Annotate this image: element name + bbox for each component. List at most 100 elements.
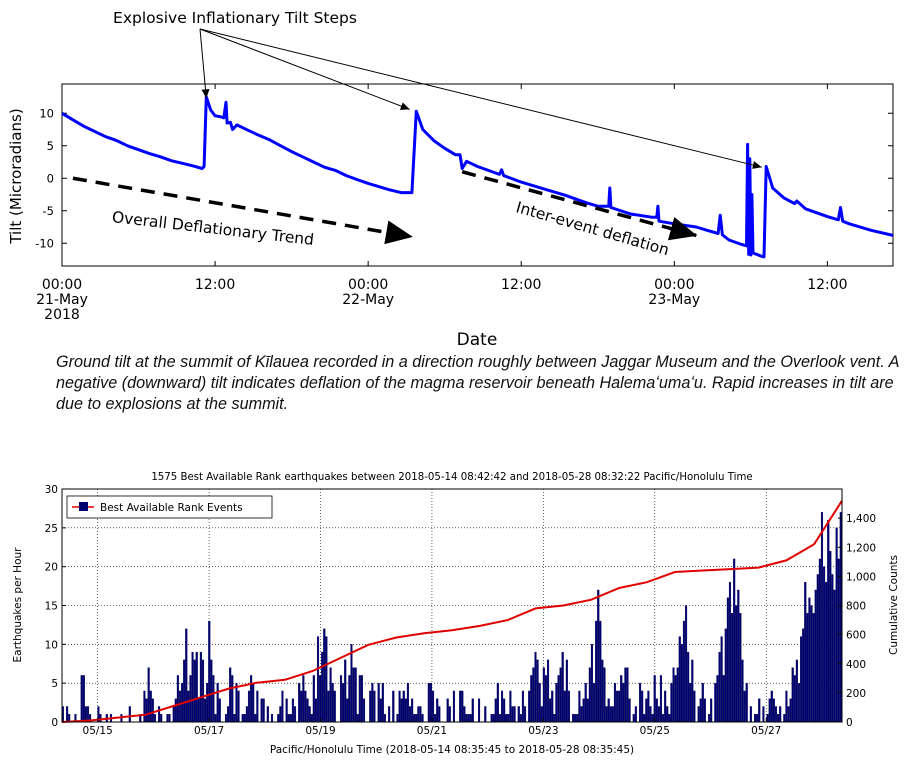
bar xyxy=(837,558,840,723)
bar xyxy=(277,714,280,723)
bar xyxy=(649,706,652,723)
bar xyxy=(668,714,671,723)
bar xyxy=(699,698,702,723)
bar xyxy=(193,659,196,723)
bar xyxy=(260,698,263,723)
bar xyxy=(739,613,742,723)
bar xyxy=(327,690,330,723)
bar xyxy=(618,690,621,723)
bar xyxy=(421,714,424,723)
bar xyxy=(379,698,382,723)
bar xyxy=(622,683,625,723)
bar xyxy=(160,714,163,723)
bar xyxy=(791,667,794,723)
bar xyxy=(143,690,146,723)
x-tick-label: 00:00 xyxy=(42,277,82,293)
bar xyxy=(369,690,372,723)
bar xyxy=(779,706,782,723)
bar xyxy=(793,675,796,723)
bar xyxy=(549,698,552,723)
bar xyxy=(484,706,487,723)
bar xyxy=(227,706,230,723)
bar xyxy=(582,698,585,723)
x-tick-label: 00:00 xyxy=(654,277,694,293)
bar xyxy=(605,706,608,723)
bar xyxy=(408,706,412,723)
bar xyxy=(352,667,355,723)
bar xyxy=(331,683,334,723)
bar xyxy=(756,714,759,723)
bar xyxy=(176,675,179,723)
y-tick-label: 5 xyxy=(51,678,58,690)
annotation-tilt-steps: Explosive Inflationary Tilt Steps xyxy=(113,9,357,27)
bar xyxy=(588,667,591,723)
y2-tick-label: 400 xyxy=(846,659,866,671)
bar xyxy=(174,698,177,723)
bar xyxy=(195,651,198,723)
trend-arrow xyxy=(461,170,698,241)
y-tick-label: 5 xyxy=(47,139,54,153)
bar xyxy=(411,698,414,723)
bar xyxy=(308,706,311,723)
bar xyxy=(808,597,811,723)
legend-bar-swatch xyxy=(79,502,88,511)
bar xyxy=(743,690,746,723)
bar xyxy=(396,714,399,723)
bar xyxy=(716,675,719,723)
x-tick-label: 12:00 xyxy=(195,277,235,293)
bar xyxy=(243,714,246,723)
bar xyxy=(544,675,547,723)
bar xyxy=(281,690,284,723)
tilt-chart: Tilt (Microradians) Date 1050-5-1000:002… xyxy=(7,9,894,350)
cumulative-line xyxy=(61,500,843,723)
bar xyxy=(829,550,832,723)
y2-tick-label: 1,400 xyxy=(846,513,876,525)
bar xyxy=(247,690,251,723)
bar xyxy=(463,706,466,723)
legend: Best Available Rank Events xyxy=(66,495,273,519)
bar xyxy=(431,690,435,723)
bar xyxy=(287,714,290,723)
y2-tick-label: 1,200 xyxy=(846,542,876,554)
annotation-trend-label: Inter-event deflation xyxy=(514,198,671,259)
bar xyxy=(302,675,305,723)
bar xyxy=(406,683,409,723)
bar xyxy=(737,589,740,723)
bar xyxy=(298,683,301,723)
bar xyxy=(523,706,527,723)
bar xyxy=(680,644,683,723)
bar xyxy=(611,706,614,723)
bar xyxy=(770,690,773,723)
bar xyxy=(806,613,809,723)
y-tick-label: 0 xyxy=(51,717,58,729)
bar xyxy=(804,582,807,723)
bar xyxy=(82,675,85,723)
bar xyxy=(151,698,154,723)
bar xyxy=(477,698,481,723)
bar xyxy=(741,659,744,723)
bar xyxy=(542,667,545,723)
bar xyxy=(682,620,686,723)
earthquake-chart: 1575 Best Available Rank earthquakes bet… xyxy=(12,472,900,756)
bar xyxy=(438,706,441,723)
bar xyxy=(494,698,497,723)
x-tick-label: 22-May xyxy=(342,292,394,308)
bar xyxy=(245,706,248,723)
annotation-arrow xyxy=(199,28,410,110)
bar xyxy=(555,683,558,723)
bar xyxy=(461,690,464,723)
bar xyxy=(643,714,646,723)
bar xyxy=(339,675,343,723)
bar xyxy=(538,683,541,723)
bar xyxy=(645,698,648,723)
bar xyxy=(415,714,418,723)
bar xyxy=(754,714,757,723)
bar xyxy=(820,512,824,723)
bar xyxy=(348,675,351,723)
bar xyxy=(256,690,259,723)
bar xyxy=(687,651,690,723)
bar xyxy=(187,690,190,723)
bar xyxy=(183,659,186,723)
y-tick-label: 0 xyxy=(47,171,54,185)
bar xyxy=(325,636,328,723)
